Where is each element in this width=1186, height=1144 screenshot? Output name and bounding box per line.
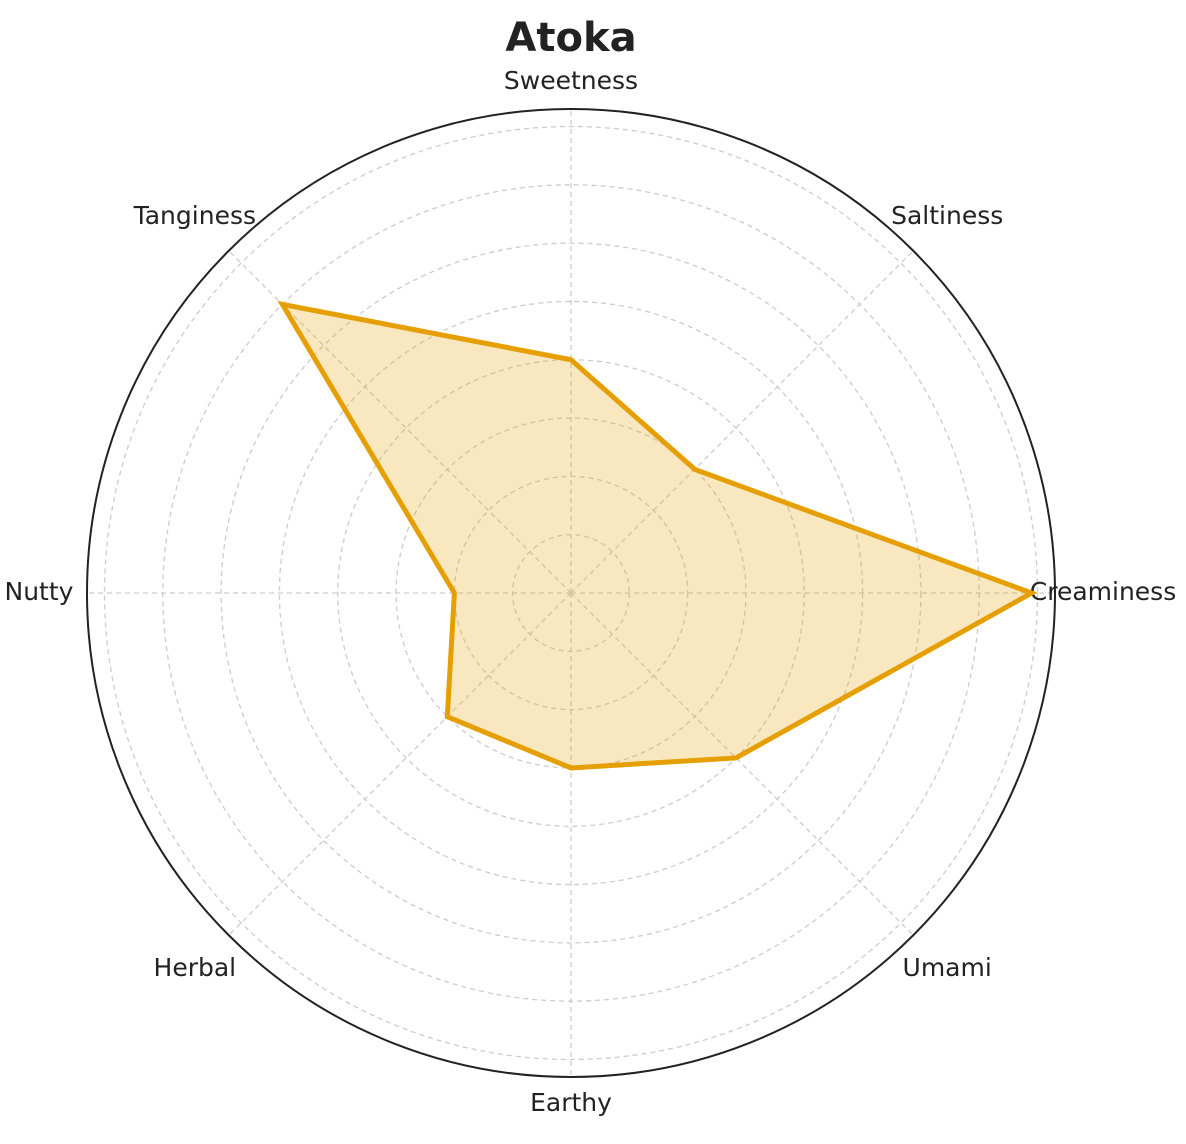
axis-label: Herbal — [154, 953, 237, 982]
grid-circle — [453, 475, 689, 711]
axis-label: Sweetness — [504, 66, 638, 95]
chart-title: Atoka — [505, 15, 636, 61]
radar-area — [277, 300, 1038, 771]
grid-circle — [220, 242, 922, 944]
grid-circle — [103, 125, 1039, 1061]
axis-label: Saltiness — [891, 201, 1003, 230]
axis-label: Tanginess — [133, 201, 256, 230]
outer-ring — [86, 108, 1056, 1078]
axis-label: Umami — [903, 953, 992, 982]
axis-label: Earthy — [530, 1088, 612, 1117]
axis-label: Nutty — [5, 577, 74, 606]
axis-label: Creaminess — [1030, 577, 1176, 606]
